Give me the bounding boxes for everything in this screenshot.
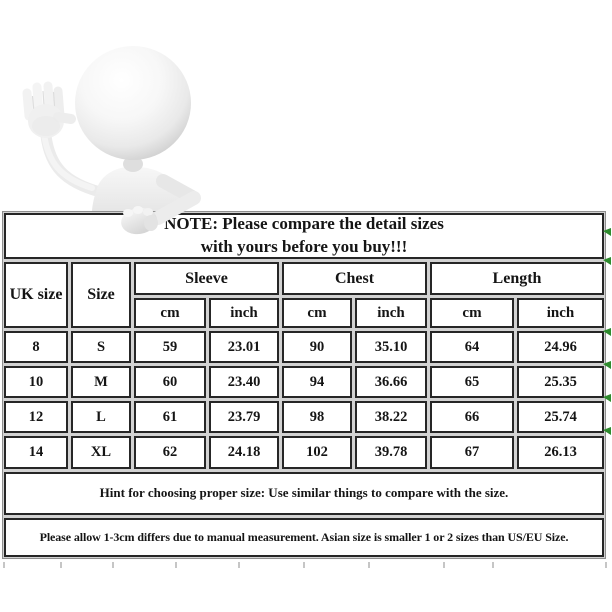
cell-sleeve-inch: 24.18	[209, 436, 279, 469]
header-chest: Chest	[282, 262, 427, 295]
unit-chest-cm: cm	[282, 298, 352, 328]
gridline-tick	[605, 562, 607, 568]
header-size: Size	[71, 262, 131, 328]
gridline-tick	[60, 562, 62, 568]
cell-length-cm: 64	[430, 331, 514, 363]
cell-size: L	[71, 401, 131, 433]
header-uk-size: UK size	[4, 262, 68, 328]
note-line-1: NOTE: Please compare the detail sizes	[164, 214, 444, 234]
cell-sleeve-cm: 61	[134, 401, 206, 433]
header-length: Length	[430, 262, 604, 295]
gridline-tick	[368, 562, 370, 568]
cell-length-cm: 65	[430, 366, 514, 398]
cell-size: XL	[71, 436, 131, 469]
size-chart-table: NOTE: Please compare the detail sizes wi…	[2, 211, 606, 559]
cell-sleeve-inch: 23.01	[209, 331, 279, 363]
cell-uk-size: 12	[4, 401, 68, 433]
cell-size: S	[71, 331, 131, 363]
hint-row: Hint for choosing proper size: Use simil…	[4, 472, 604, 515]
green-corner-marker	[603, 328, 611, 336]
note-line-2: with yours before you buy!!!	[200, 237, 408, 256]
gridline-tick	[238, 562, 240, 568]
header-sleeve: Sleeve	[134, 262, 279, 295]
cell-chest-cm: 102	[282, 436, 352, 469]
cell-size: M	[71, 366, 131, 398]
gridline-tick	[3, 562, 5, 568]
figure-forearm-on-table	[121, 191, 201, 235]
cell-length-inch: 25.74	[517, 401, 604, 433]
cell-chest-inch: 38.22	[355, 401, 427, 433]
cell-length-cm: 67	[430, 436, 514, 469]
waving-hand-icon	[22, 81, 76, 138]
cell-length-cm: 66	[430, 401, 514, 433]
cell-chest-inch: 39.78	[355, 436, 427, 469]
disclaimer-row: Please allow 1-3cm differs due to manual…	[4, 518, 604, 557]
cell-uk-size: 10	[4, 366, 68, 398]
unit-chest-inch: inch	[355, 298, 427, 328]
cell-sleeve-cm: 60	[134, 366, 206, 398]
cell-length-inch: 26.13	[517, 436, 604, 469]
gridline-tick	[303, 562, 305, 568]
gridline-tick	[112, 562, 114, 568]
cell-chest-inch: 35.10	[355, 331, 427, 363]
cell-chest-cm: 98	[282, 401, 352, 433]
gridline-tick	[443, 562, 445, 568]
cell-sleeve-cm: 59	[134, 331, 206, 363]
note-banner: NOTE: Please compare the detail sizes wi…	[4, 213, 604, 259]
unit-sleeve-cm: cm	[134, 298, 206, 328]
cell-uk-size: 8	[4, 331, 68, 363]
figure-neck	[123, 156, 143, 172]
cell-length-inch: 24.96	[517, 331, 604, 363]
unit-sleeve-inch: inch	[209, 298, 279, 328]
cell-uk-size: 14	[4, 436, 68, 469]
green-corner-marker	[603, 427, 611, 435]
unit-length-inch: inch	[517, 298, 604, 328]
cell-sleeve-cm: 62	[134, 436, 206, 469]
figure-head	[75, 46, 191, 160]
waving-arm	[40, 130, 106, 198]
gridline-tick	[175, 562, 177, 568]
green-corner-marker	[603, 257, 611, 265]
green-corner-marker	[603, 361, 611, 369]
cell-chest-cm: 90	[282, 331, 352, 363]
green-corner-marker	[603, 228, 611, 236]
cell-chest-cm: 94	[282, 366, 352, 398]
cell-sleeve-inch: 23.79	[209, 401, 279, 433]
cell-chest-inch: 36.66	[355, 366, 427, 398]
unit-length-cm: cm	[430, 298, 514, 328]
gridline-tick	[492, 562, 494, 568]
cell-sleeve-inch: 23.40	[209, 366, 279, 398]
green-corner-marker	[603, 394, 611, 402]
cell-length-inch: 25.35	[517, 366, 604, 398]
